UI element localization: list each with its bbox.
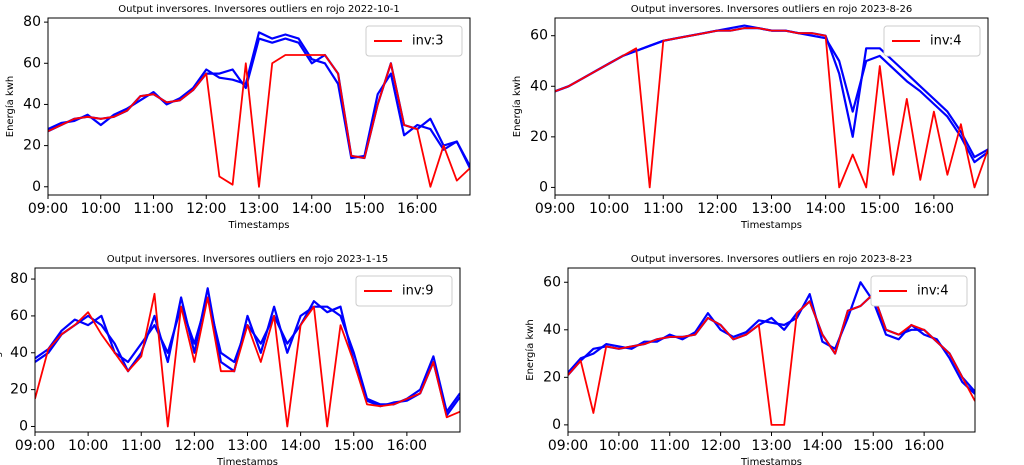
x-tick-label: 09:00 xyxy=(28,201,68,217)
subplot: Output inversores. Inversores outliers e… xyxy=(0,254,461,465)
x-tick-label: 16:00 xyxy=(904,438,944,454)
x-tick-label: 16:00 xyxy=(387,438,427,454)
x-tick-label: 12:00 xyxy=(186,201,226,217)
series-line xyxy=(48,31,470,167)
subplot-title: Output inversores. Inversores outliers e… xyxy=(631,4,912,15)
series-line xyxy=(35,292,460,428)
legend-box xyxy=(870,275,968,307)
legend-label: inv:4 xyxy=(917,284,948,299)
x-tick-label: 15:00 xyxy=(334,438,374,454)
x-axis-label: Timestamps xyxy=(216,457,278,465)
legend-label: inv:9 xyxy=(402,284,433,299)
y-tick-label: 0 xyxy=(19,418,28,434)
series-line xyxy=(35,287,460,413)
x-tick-label: 10:00 xyxy=(599,438,639,454)
x-tick-label: 13:00 xyxy=(751,201,791,217)
x-tick-label: 12:00 xyxy=(174,438,214,454)
series-line xyxy=(48,37,470,169)
y-tick-label: 60 xyxy=(10,308,28,324)
lines xyxy=(555,24,988,189)
x-tick-label: 13:00 xyxy=(239,201,279,217)
y-tick-label: 20 xyxy=(23,138,41,154)
x-tick-label: 16:00 xyxy=(397,201,437,217)
y-tick-label: 40 xyxy=(543,322,561,338)
x-tick-label: 12:00 xyxy=(700,438,740,454)
x-tick-label: 14:00 xyxy=(802,438,842,454)
y-tick-label: 0 xyxy=(539,179,548,195)
x-tick-label: 11:00 xyxy=(121,438,161,454)
series-line xyxy=(555,27,988,189)
x-tick-label: 10:00 xyxy=(589,201,629,217)
legend-box xyxy=(355,275,453,307)
x-tick-label: 09:00 xyxy=(15,438,55,454)
x-tick-label: 14:00 xyxy=(292,201,332,217)
x-axis-label: Timestamps xyxy=(227,220,289,231)
y-tick-label: 20 xyxy=(543,369,561,385)
x-tick-label: 14:00 xyxy=(805,201,845,217)
legend-label: inv:3 xyxy=(412,34,443,49)
y-tick-label: 60 xyxy=(543,274,561,290)
x-tick-label: 10:00 xyxy=(68,438,108,454)
y-tick-label: 20 xyxy=(530,129,548,145)
y-axis-label: Energía kwh xyxy=(511,76,523,137)
x-axis-label: Timestamps xyxy=(740,457,802,465)
x-tick-label: 11:00 xyxy=(643,201,683,217)
y-axis-label: Energía kwh xyxy=(524,319,536,380)
y-tick-label: 40 xyxy=(10,345,28,361)
subplot: Output inversores. Inversores outliers e… xyxy=(524,254,976,465)
y-tick-label: 20 xyxy=(10,382,28,398)
subplot-title: Output inversores. Inversores outliers e… xyxy=(118,4,399,15)
subplot: Output inversores. Inversores outliers e… xyxy=(511,4,989,231)
x-tick-label: 10:00 xyxy=(81,201,121,217)
subplot-title: Output inversores. Inversores outliers e… xyxy=(631,254,912,265)
legend-box xyxy=(883,25,981,57)
x-tick-label: 11:00 xyxy=(650,438,690,454)
legend-label: inv:4 xyxy=(930,34,961,49)
subplot: Output inversores. Inversores outliers e… xyxy=(4,4,471,231)
series-line xyxy=(568,293,975,426)
y-tick-label: 80 xyxy=(10,271,28,287)
y-tick-label: 40 xyxy=(530,78,548,94)
subplot-title: Output inversores. Inversores outliers e… xyxy=(107,254,388,265)
y-tick-label: 60 xyxy=(23,55,41,71)
lines xyxy=(568,281,975,426)
x-tick-label: 12:00 xyxy=(697,201,737,217)
y-tick-label: 0 xyxy=(32,179,41,195)
x-tick-label: 09:00 xyxy=(548,438,588,454)
x-tick-label: 15:00 xyxy=(344,201,384,217)
x-tick-label: 13:00 xyxy=(751,438,791,454)
y-tick-label: 80 xyxy=(23,14,41,30)
y-tick-label: 40 xyxy=(23,96,41,112)
y-tick-label: 60 xyxy=(530,28,548,44)
x-tick-label: 09:00 xyxy=(535,201,575,217)
x-axis-label: Timestamps xyxy=(740,220,802,231)
x-tick-label: 14:00 xyxy=(280,438,320,454)
x-tick-label: 11:00 xyxy=(133,201,173,217)
lines xyxy=(35,287,460,428)
y-tick-label: 0 xyxy=(552,417,561,433)
x-tick-label: 15:00 xyxy=(860,201,900,217)
series-line xyxy=(48,54,470,188)
series-line xyxy=(568,293,975,393)
x-tick-label: 13:00 xyxy=(227,438,267,454)
y-axis-label: Energía kwh xyxy=(0,319,3,380)
x-tick-label: 15:00 xyxy=(853,438,893,454)
lines xyxy=(48,31,470,188)
x-tick-label: 16:00 xyxy=(914,201,954,217)
y-axis-label: Energía kwh xyxy=(4,76,16,137)
legend-box xyxy=(365,25,463,57)
